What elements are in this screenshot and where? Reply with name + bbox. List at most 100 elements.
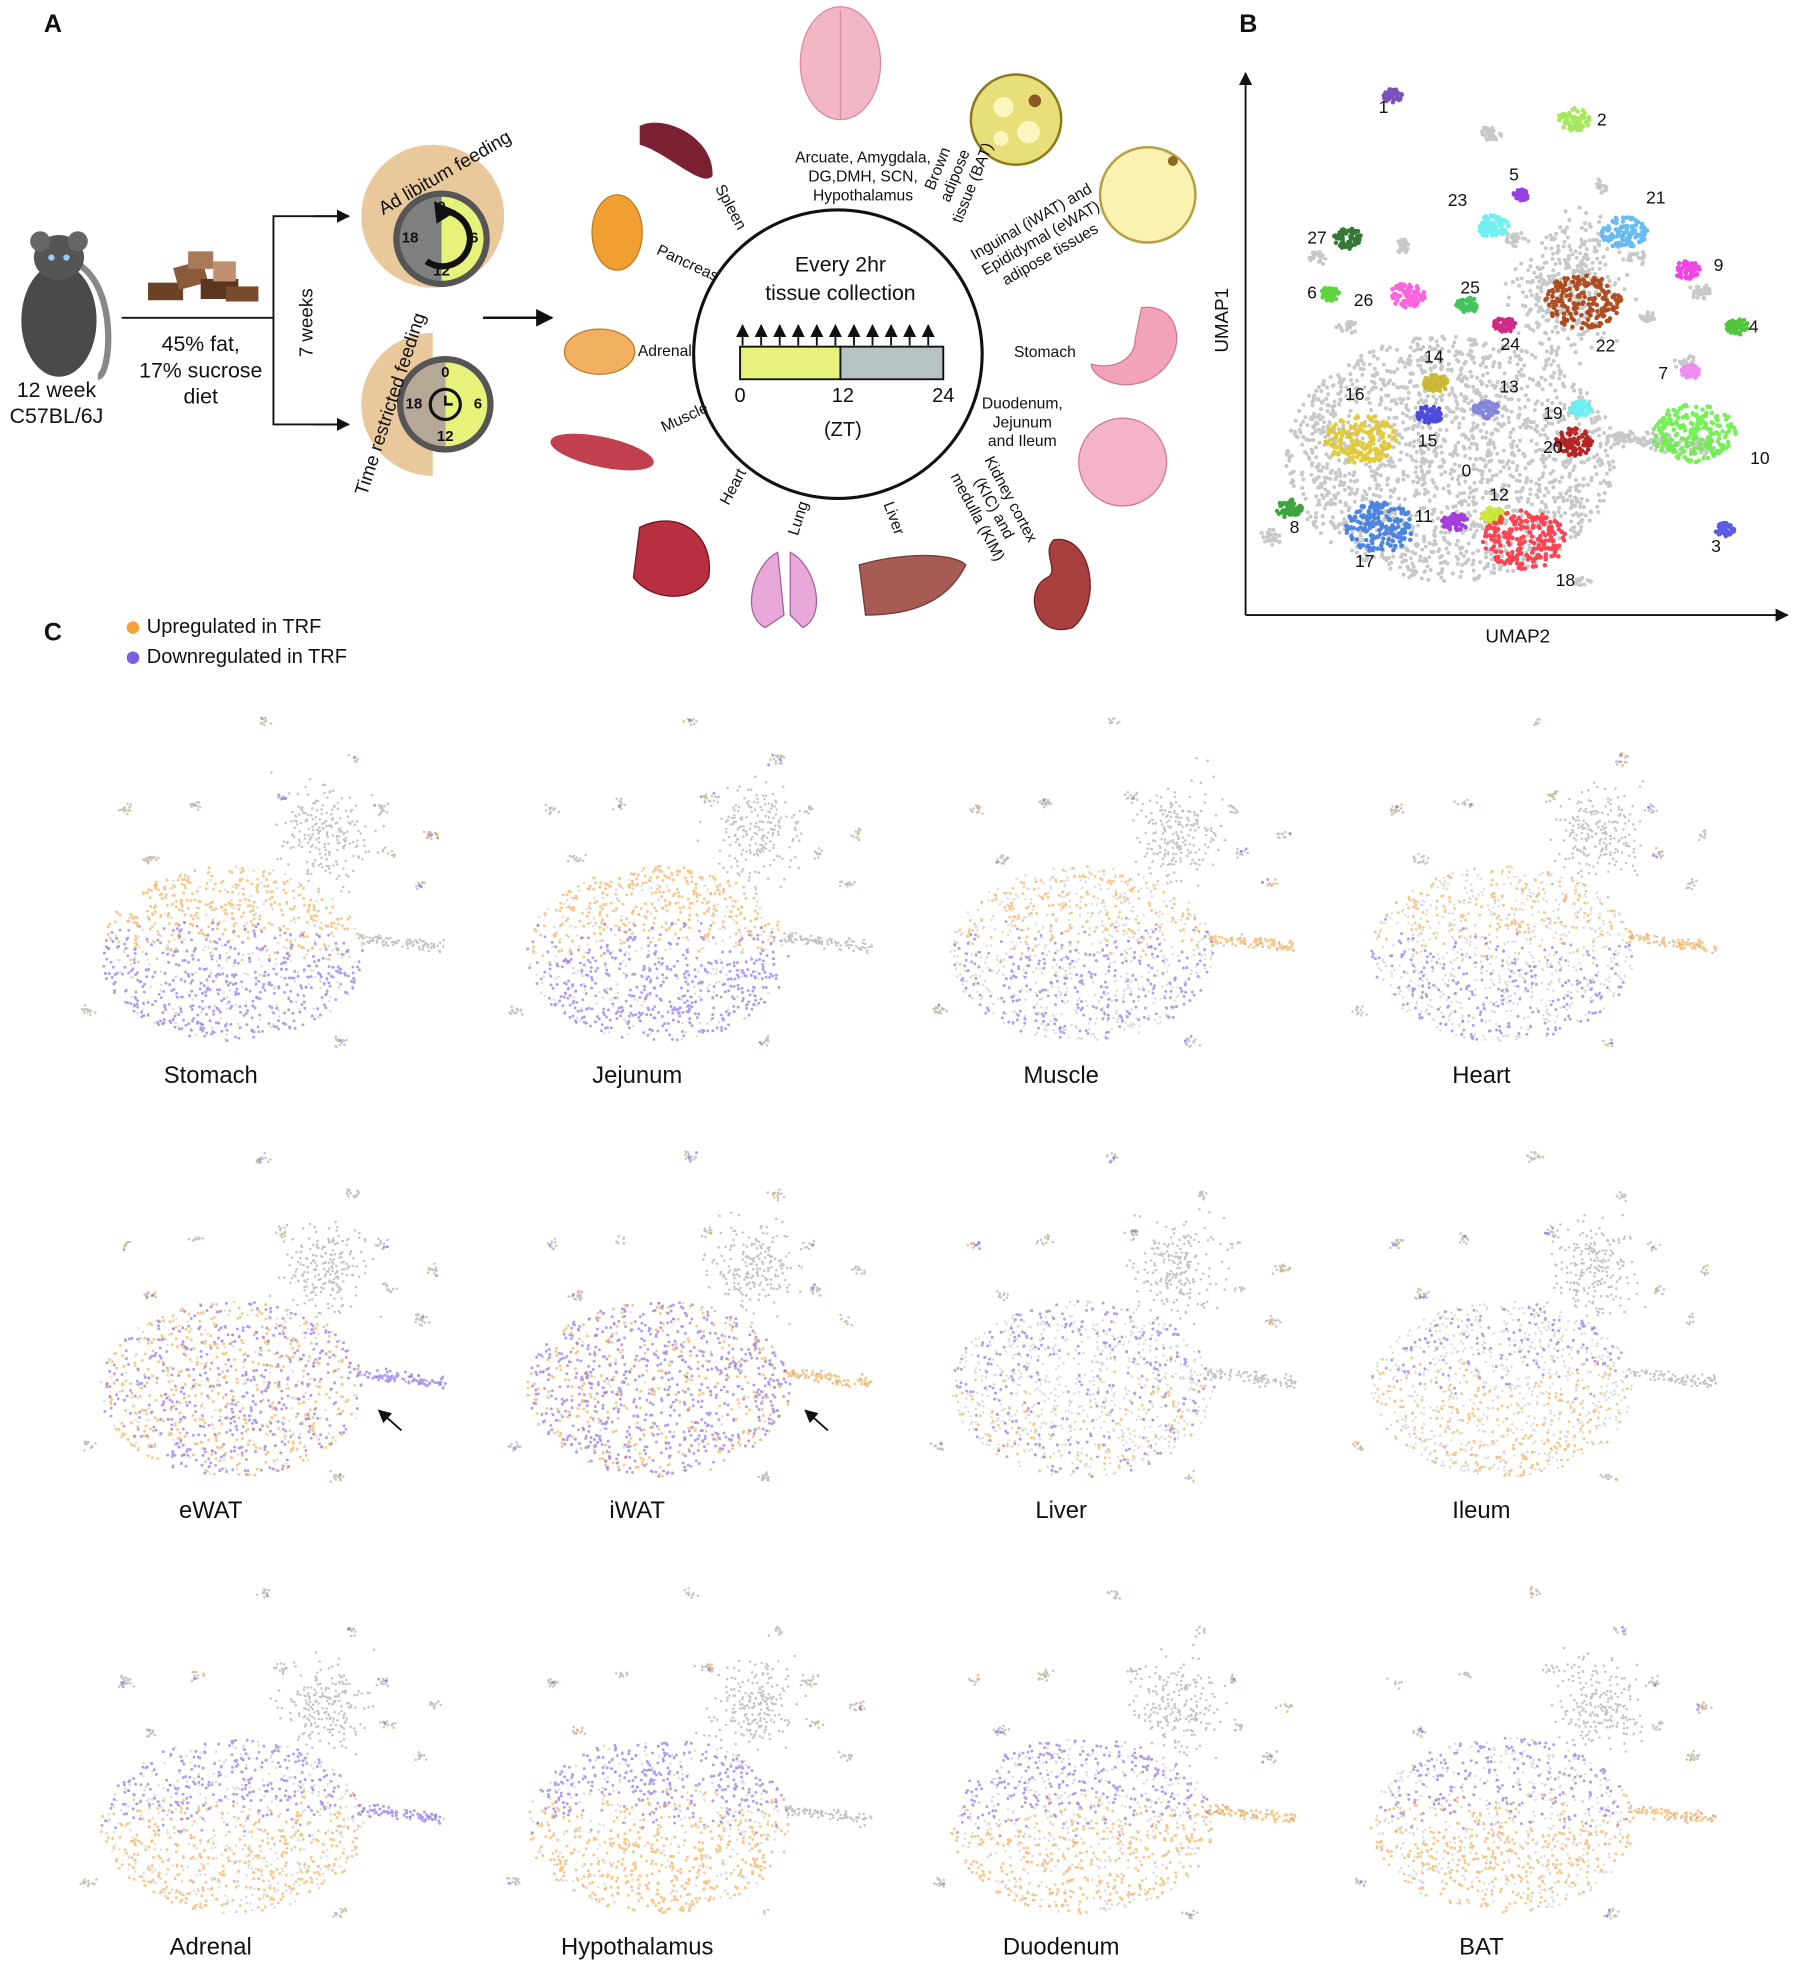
mouse-illustration	[21, 231, 112, 380]
tissue-name: Hypothalamus	[561, 1934, 713, 1961]
tissue-label-group: Lung	[785, 499, 812, 537]
umap-plot	[932, 717, 1295, 1048]
downregulated-points	[1370, 753, 1659, 1045]
panel-label: B	[1239, 10, 1257, 38]
tissue-label: Muscle	[659, 400, 711, 436]
cell-points	[528, 1301, 778, 1465]
tissue-name: BAT	[1459, 1934, 1504, 1961]
cluster-points	[1543, 273, 1624, 331]
clock-label: 0	[441, 364, 449, 381]
cluster-label: 15	[1418, 431, 1438, 451]
clock-label: 18	[406, 395, 423, 412]
cluster-label: 27	[1307, 227, 1327, 247]
cluster-points	[1415, 404, 1444, 425]
cluster-label: 26	[1354, 290, 1374, 310]
cell-points	[80, 716, 446, 1049]
clock-label: 12	[437, 428, 454, 445]
tissue-name: Jejunum	[592, 1062, 682, 1089]
upregulated-points	[950, 1597, 1297, 1920]
cluster-points	[1471, 398, 1501, 421]
tissue-label: Adrenal	[638, 343, 692, 360]
clock-label: 6	[470, 230, 478, 247]
cell-points	[949, 866, 1213, 1041]
upregulated-points	[933, 798, 1295, 1014]
cluster-label: 10	[1750, 448, 1770, 468]
cluster-label: 0	[1461, 461, 1471, 481]
cluster-points	[1724, 317, 1750, 337]
diet-label: 45% fat,	[162, 332, 240, 356]
bracket	[272, 215, 349, 426]
umap-plot	[1354, 1585, 1717, 1920]
tissue-label: Hypothalamus	[813, 187, 913, 204]
cell-points	[932, 1589, 1295, 1919]
cluster-points	[1421, 372, 1450, 394]
upregulated-points	[938, 1230, 1292, 1483]
tissue-name: Heart	[1452, 1062, 1511, 1089]
cell-points	[929, 1152, 1297, 1481]
tissue-label-group: Liver	[880, 500, 908, 538]
downregulated-points	[102, 717, 440, 1043]
cluster-points	[1390, 281, 1427, 310]
cluster-points	[1556, 106, 1592, 133]
upregulated-points	[1373, 721, 1718, 1047]
clock-label: 0	[437, 198, 445, 215]
mouse-label: C57BL/6J	[10, 404, 104, 428]
tissue-label-group: Adrenal	[638, 343, 692, 360]
tissue-label-group: Duodenum, Jejunum and Ileum	[982, 395, 1063, 450]
legend-swatch	[126, 621, 140, 634]
cluster-points	[1274, 497, 1305, 519]
clock-light	[441, 196, 485, 282]
tissue-label: Heart	[717, 466, 750, 508]
cell-points	[1354, 1587, 1715, 1920]
cluster-points	[1713, 521, 1737, 539]
cluster-points	[1454, 295, 1479, 315]
cluster-label: 7	[1658, 363, 1668, 383]
diet-label: 17% sucrose	[139, 358, 262, 382]
y-axis-label: UMAP1	[1211, 288, 1232, 353]
upregulated-points	[1354, 1155, 1709, 1482]
cluster-points	[1679, 362, 1702, 380]
umap-plot	[80, 716, 446, 1049]
tissue-label: Arcuate, Amygdala,	[795, 150, 931, 167]
legend-label: Upregulated in TRF	[147, 616, 322, 638]
collection-title-group: Every 2hr tissue collection	[765, 252, 915, 305]
cluster-points	[1511, 187, 1530, 203]
cluster-label: 9	[1714, 255, 1724, 275]
alarm-hands	[444, 395, 453, 406]
cluster-label: 24	[1500, 334, 1520, 354]
cluster-points	[1480, 508, 1568, 572]
clock-arrow-head	[434, 201, 457, 224]
tissue-label: and Ileum	[988, 433, 1057, 450]
tissue-name: Adrenal	[170, 1934, 252, 1961]
tissue-name: Muscle	[1023, 1062, 1098, 1089]
cluster-label: 21	[1646, 187, 1666, 207]
tissue-label: Spleen	[711, 182, 749, 233]
tissue-label: Stomach	[1014, 344, 1076, 361]
cluster-points	[1332, 226, 1363, 251]
mouse-label: 12 week	[17, 378, 97, 402]
upregulated-points	[528, 1663, 864, 1915]
cluster-points	[1599, 215, 1650, 249]
cell-points	[79, 1588, 445, 1919]
cluster-points	[1567, 398, 1594, 418]
clock-ring	[397, 356, 494, 453]
downregulated-points	[942, 1677, 1293, 1917]
tissue-label-group: Spleen	[711, 182, 749, 233]
cluster-label: 12	[1489, 485, 1509, 505]
organ-illustrations	[550, 6, 1197, 631]
cluster-label: 8	[1290, 517, 1300, 537]
downregulated-points	[526, 718, 790, 1046]
downregulated-points	[100, 1594, 442, 1838]
tissue-label-group: Heart	[717, 466, 750, 508]
tissue-label-group: Muscle	[659, 400, 711, 436]
downregulated-points	[940, 1156, 1216, 1478]
downregulated-points	[512, 1151, 817, 1482]
cluster-label: 14	[1424, 347, 1444, 367]
tissue-label: Liver	[880, 500, 908, 538]
cell-points	[951, 1738, 1212, 1913]
cluster-label: 20	[1543, 437, 1563, 457]
upregulated-points	[83, 1592, 396, 1913]
